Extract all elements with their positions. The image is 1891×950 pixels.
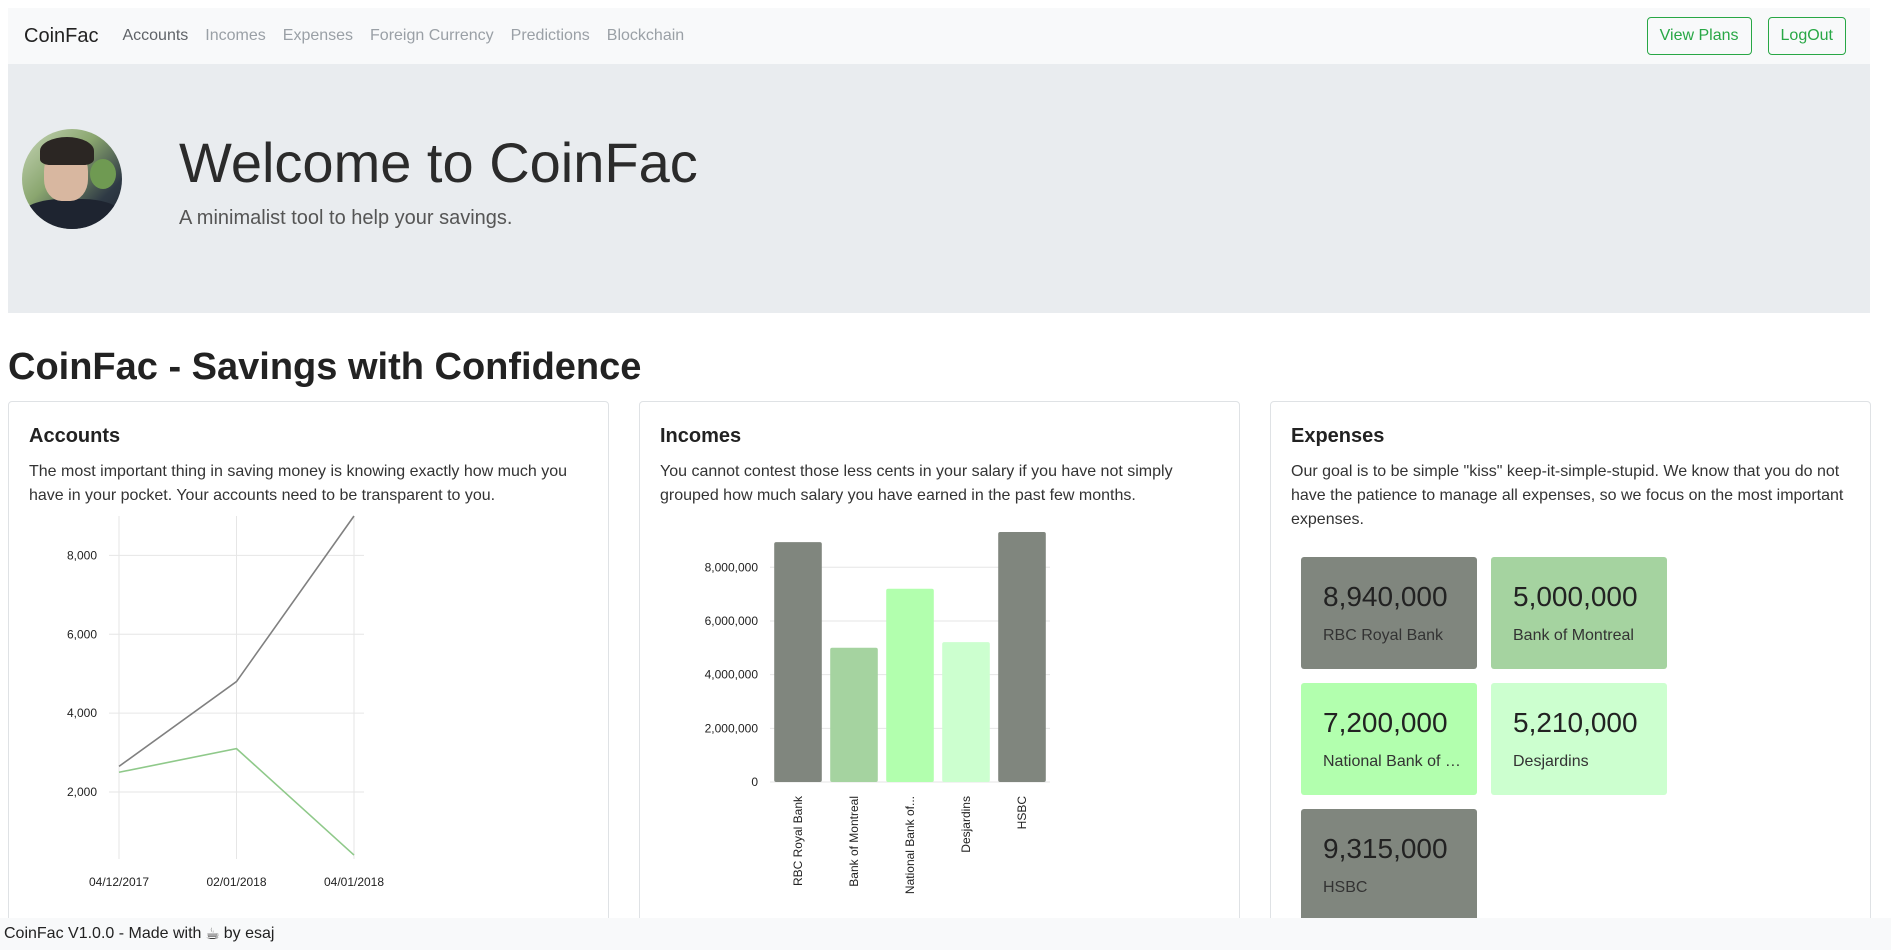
- avatar: [22, 129, 122, 229]
- x-tick-label: 04/12/2017: [89, 875, 149, 889]
- x-tick-label: Bank of Montreal: [847, 796, 861, 887]
- x-tick-label: 02/01/2018: [206, 875, 266, 889]
- x-tick-label: 04/01/2018: [324, 875, 384, 889]
- nav-link-blockchain[interactable]: Blockchain: [606, 27, 685, 44]
- expense-tile-label: HSBC: [1323, 879, 1368, 896]
- accounts-card-text: The most important thing in saving money…: [29, 463, 568, 504]
- bar: [942, 642, 990, 782]
- avatar-body: [22, 199, 122, 229]
- footer-text-prefix: CoinFac V1.0.0 - Made with: [4, 925, 202, 942]
- footer-text-suffix: by esaj: [223, 925, 275, 942]
- bar: [830, 647, 878, 782]
- expense-tile-label: National Bank of C...: [1323, 753, 1463, 770]
- y-tick-label: 0: [751, 775, 758, 789]
- expense-tile-value: 5,210,000: [1513, 707, 1638, 738]
- expense-tile-value: 7,200,000: [1323, 707, 1448, 738]
- incomes-card: Incomes You cannot contest those less ce…: [639, 401, 1240, 931]
- expenses-card: Expenses Our goal is to be simple "kiss"…: [1270, 401, 1871, 931]
- welcome-subtitle: A minimalist tool to help your savings.: [179, 207, 513, 229]
- expenses-card-text: Our goal is to be simple "kiss" keep-it-…: [1291, 463, 1844, 528]
- view-plans-button[interactable]: View Plans: [1646, 17, 1752, 55]
- accounts-card-title: Accounts: [29, 425, 121, 447]
- expense-tile-value: 8,940,000: [1323, 581, 1448, 612]
- expense-tile-label: Bank of Montreal: [1513, 627, 1634, 644]
- page-title: CoinFac - Savings with Confidence: [8, 346, 642, 388]
- avatar-background: [90, 159, 116, 189]
- bar: [774, 542, 822, 782]
- incomes-bar-chart: 0 2,000,000 4,000,000 6,000,000 8,000,000 RBC…: [705, 532, 1050, 894]
- incomes-card-text: You cannot contest those less cents in y…: [660, 463, 1173, 504]
- jumbotron: Welcome to CoinFac A minimalist tool to …: [8, 64, 1870, 313]
- y-tick-label: 2,000,000: [705, 721, 759, 735]
- incomes-card-title: Incomes: [660, 425, 742, 447]
- nav-link-foreign-currency[interactable]: Foreign Currency: [370, 27, 494, 44]
- y-tick-label: 4,000: [67, 706, 97, 720]
- x-tick-label: RBC Royal Bank: [791, 795, 805, 886]
- accounts-card: Accounts The most important thing in sav…: [8, 401, 609, 931]
- welcome-title: Welcome to CoinFac: [179, 131, 698, 194]
- nav-link-expenses[interactable]: Expenses: [282, 27, 354, 44]
- nav-link-predictions[interactable]: Predictions: [510, 27, 590, 44]
- nav-actions: View Plans LogOut: [1646, 17, 1846, 55]
- bar: [998, 532, 1046, 782]
- expense-tile-value: 5,000,000: [1513, 581, 1638, 612]
- x-tick-label: HSBC: [1015, 796, 1029, 830]
- nav-link-incomes[interactable]: Incomes: [205, 27, 266, 44]
- bar: [886, 588, 934, 782]
- y-tick-label: 8,000: [67, 548, 97, 562]
- expense-tile-label: RBC Royal Bank: [1323, 627, 1444, 644]
- expense-tile: 5,000,000 Bank of Montreal: [1491, 557, 1667, 669]
- coffee-icon: ☕: [205, 926, 220, 943]
- x-tick-label: National Bank of...: [903, 796, 917, 894]
- accounts-line-chart: 2,000 4,000 6,000 8,000 04/12/2017 02/01/2018…: [67, 515, 384, 889]
- expense-tile: 8,940,000 RBC Royal Bank: [1301, 557, 1477, 669]
- y-tick-label: 6,000,000: [705, 614, 759, 628]
- x-tick-label: Desjardins: [959, 796, 973, 853]
- footer: CoinFac V1.0.0 - Made with ☕ by esaj: [0, 918, 1891, 950]
- logout-button[interactable]: LogOut: [1767, 17, 1846, 55]
- y-tick-label: 2,000: [67, 785, 97, 799]
- avatar-hair: [40, 137, 94, 165]
- expense-tile: 5,210,000 Desjardins: [1491, 683, 1667, 795]
- expense-tile-value: 9,315,000: [1323, 833, 1448, 864]
- series-line: [118, 515, 355, 767]
- nav-links: Accounts Incomes Expenses Foreign Curren…: [122, 27, 701, 45]
- brand-link[interactable]: CoinFac: [24, 24, 99, 47]
- expense-tile: 7,200,000 National Bank of C...: [1301, 683, 1477, 795]
- expense-tile-label: Desjardins: [1513, 753, 1589, 770]
- expenses-card-title: Expenses: [1291, 425, 1385, 447]
- y-tick-label: 8,000,000: [705, 560, 759, 574]
- nav-link-accounts[interactable]: Accounts: [122, 27, 189, 44]
- navbar: CoinFac Accounts Incomes Expenses Foreig…: [8, 8, 1870, 64]
- y-tick-label: 4,000,000: [705, 668, 759, 682]
- series-line: [118, 747, 355, 856]
- expense-tile: 9,315,000 HSBC: [1301, 809, 1477, 921]
- y-tick-label: 6,000: [67, 627, 97, 641]
